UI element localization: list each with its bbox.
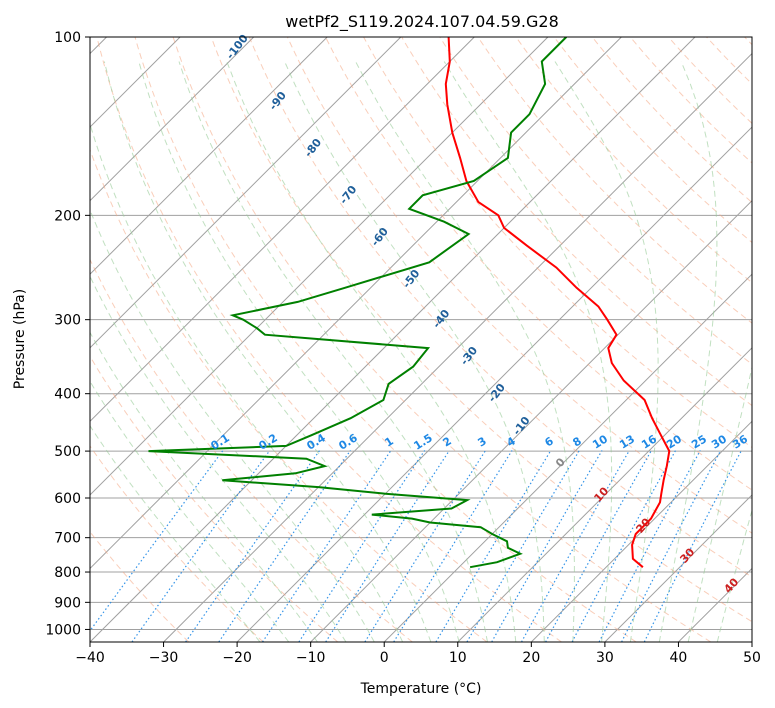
x-tick-label: 40 (670, 650, 688, 666)
dry-adiabat-line (134, 37, 637, 642)
dry-adiabat-line (172, 37, 712, 642)
temperature-line (444, 37, 671, 568)
dewpoint-line (148, 37, 568, 569)
y-axis-label: Pressure (hPa) (12, 289, 28, 389)
mixing-ratio-line (466, 450, 580, 642)
x-tick-label: −30 (149, 650, 179, 666)
isotherm-line (530, 420, 752, 642)
y-tick-label: 200 (54, 208, 81, 224)
plot-frame (89, 36, 753, 643)
isotherm-line (90, 37, 475, 423)
dry-adiabat-line (210, 37, 752, 623)
isotherm-line (90, 37, 328, 275)
y-tick-label: 800 (54, 565, 81, 581)
dry-adiabat-line (629, 37, 752, 164)
x-tick-label: 20 (522, 650, 540, 666)
moist-adiabat-line (178, 61, 488, 642)
x-tick-label: −40 (75, 650, 105, 666)
x-tick-label: −10 (296, 650, 326, 666)
dry-adiabat-line (401, 37, 752, 407)
moist-adiabat-line (103, 61, 432, 642)
profile-layer (148, 37, 671, 569)
moist-adiabat-line (138, 61, 460, 642)
mixing-ratio-line (598, 450, 701, 642)
isotherm-line (604, 494, 752, 642)
moist-adiabat-line (226, 61, 517, 642)
moist-adiabat-line (90, 122, 404, 642)
y-tick-label: 1000 (45, 622, 81, 638)
isotherm-line (90, 37, 255, 202)
grid-layer (90, 37, 752, 642)
y-tick-label: 300 (54, 313, 81, 329)
dry-adiabat-line (325, 37, 752, 491)
x-tick-label: 10 (449, 650, 467, 666)
dry-adiabat-line (90, 445, 264, 642)
mixing-ratio-line (491, 450, 603, 642)
mixing-ratio-line (185, 450, 321, 642)
axes-layer: −40 −30 −20 −10 0 10 20 30 40 50 100 200 300 400 500 60… (45, 30, 761, 666)
y-tick-label: 500 (54, 444, 81, 460)
isotherm-line (163, 52, 752, 642)
dry-adiabat-line (248, 37, 752, 578)
x-tick-label: 50 (743, 650, 761, 666)
moist-adiabat-line (90, 380, 290, 642)
isotherm-line (90, 37, 549, 496)
y-tick-label: 700 (54, 531, 81, 547)
mixing-ratio-line (393, 450, 513, 642)
x-tick-label: −20 (222, 650, 252, 666)
dry-adiabat-line (477, 37, 752, 324)
moist-adiabat-line (284, 61, 545, 642)
chart-title: wetPf2_S119.2024.107.04.59.G28 (285, 12, 559, 32)
isotherm-line (383, 273, 752, 642)
isotherm-line (90, 37, 402, 349)
moist-adiabat-line (716, 508, 752, 642)
mixing-ratio-line (364, 450, 487, 642)
dry-adiabat-line (96, 37, 562, 642)
moist-adiabat-line (355, 61, 575, 642)
y-tick-label: 900 (54, 595, 81, 611)
y-tick-label: 400 (54, 387, 81, 403)
isotherm-line (751, 641, 752, 642)
x-tick-label: 0 (380, 650, 389, 666)
moist-adiabat-line (90, 331, 318, 642)
dry-adiabat-line (286, 37, 752, 534)
x-tick-label: 30 (596, 650, 614, 666)
mixing-ratio-line (435, 450, 552, 642)
mixing-ratio-line (520, 450, 630, 642)
y-tick-label: 100 (54, 30, 81, 46)
dry-adiabat-line (90, 258, 413, 642)
isotherm-line (90, 37, 696, 642)
mixing-ratio-line (571, 450, 677, 642)
moist-adiabat-line (554, 61, 659, 642)
mixing-ratio-line (262, 450, 392, 642)
isotherm-line (236, 126, 752, 642)
plot-background (90, 37, 752, 642)
dry-adiabat-line (591, 37, 752, 204)
x-axis-label: Temperature (°C) (360, 681, 482, 697)
moist-adiabat-line (687, 365, 752, 642)
y-tick-label: 600 (54, 491, 81, 507)
isotherm-line (457, 347, 752, 642)
mixing-ratio-line (545, 450, 652, 642)
